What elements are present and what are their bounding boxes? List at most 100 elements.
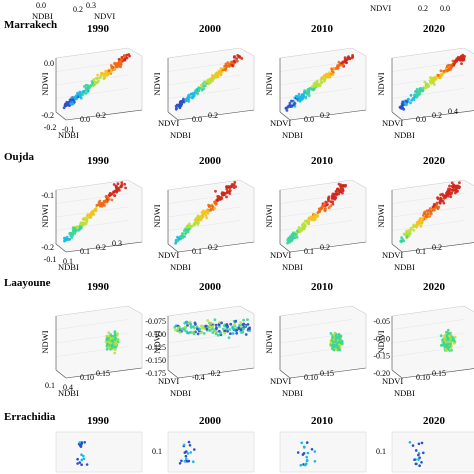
z-tick: -0.20: [373, 369, 390, 378]
data-point: [181, 327, 185, 331]
data-point: [233, 55, 236, 58]
data-point: [116, 182, 120, 186]
panel-laayoune-1990: 1990 NDWI NDBI NDVI 0.1 0.4 0.10 0.15: [40, 281, 179, 398]
top-tick-1: 0.0: [36, 1, 46, 10]
data-point: [178, 331, 182, 334]
data-point: [196, 216, 200, 220]
data-point: [319, 207, 323, 211]
data-point: [331, 202, 335, 206]
data-point: [63, 239, 66, 243]
year-label-2000: 2000: [199, 415, 222, 427]
data-point: [298, 230, 302, 234]
data-point: [448, 184, 451, 188]
data-point: [225, 185, 229, 189]
data-point: [288, 101, 292, 105]
data-point: [223, 331, 227, 335]
data-point: [448, 64, 452, 67]
data-point: [420, 461, 423, 464]
data-point: [429, 76, 433, 80]
data-point: [413, 95, 416, 99]
data-point: [107, 337, 110, 340]
data-point: [79, 225, 82, 229]
data-point: [224, 67, 228, 71]
data-point: [107, 193, 111, 197]
data-point: [216, 197, 220, 201]
data-point: [436, 73, 440, 77]
data-point: [204, 214, 208, 217]
data-point: [300, 441, 304, 445]
data-point: [225, 187, 229, 191]
data-point: [418, 87, 422, 91]
data-point: [293, 232, 296, 236]
data-point: [449, 195, 453, 199]
data-point: [111, 65, 115, 69]
data-point: [123, 58, 127, 62]
data-point: [226, 329, 230, 333]
data-point: [305, 455, 309, 459]
data-point: [434, 205, 438, 209]
data-point: [236, 54, 240, 57]
data-point: [229, 322, 233, 326]
data-point: [425, 85, 429, 89]
data-point: [97, 79, 100, 83]
data-point: [301, 93, 304, 97]
data-point: [246, 318, 249, 321]
data-point: [224, 192, 227, 195]
data-point: [227, 336, 231, 340]
data-point: [183, 451, 187, 454]
year-label-1990: 1990: [87, 415, 110, 427]
x-tick: 0.4: [63, 383, 73, 392]
data-point: [287, 104, 291, 108]
data-point: [308, 217, 311, 221]
x-axis-label: NDBI: [394, 130, 415, 140]
data-point: [226, 325, 230, 329]
axes-pane: [55, 305, 143, 379]
data-point: [186, 452, 190, 455]
data-point: [322, 74, 326, 77]
data-point: [203, 84, 207, 88]
data-point: [116, 340, 120, 344]
data-point: [226, 190, 230, 194]
data-point: [204, 324, 208, 328]
data-point: [412, 224, 416, 228]
data-point: [90, 80, 94, 83]
gridline: [391, 332, 465, 344]
data-point: [85, 463, 89, 466]
data-point: [196, 327, 199, 331]
data-point: [328, 73, 331, 77]
y-axis-line: [401, 110, 474, 121]
data-point: [442, 196, 446, 200]
data-point: [306, 222, 310, 225]
data-point: [113, 194, 117, 198]
x-axis-label: NDBI: [394, 262, 415, 272]
data-point: [109, 70, 113, 74]
y-tick: 0.15: [96, 369, 110, 378]
data-point: [210, 204, 214, 208]
data-point: [303, 223, 307, 227]
data-point: [210, 78, 214, 81]
data-point: [343, 184, 347, 188]
data-point: [345, 58, 348, 62]
data-point: [208, 204, 212, 208]
z-axis-label: NDWI: [264, 204, 274, 227]
x-axis-label: NDBI: [58, 262, 79, 272]
data-point: [182, 443, 186, 447]
data-point: [332, 196, 336, 200]
year-label-2020: 2020: [423, 155, 446, 167]
data-point: [214, 330, 218, 333]
x-axis-line: [167, 243, 179, 253]
data-point: [185, 330, 188, 333]
top-tick-3: 0.3: [86, 1, 96, 10]
panel-laayoune-2020: 2020 NDWI NDBI NDVI -0.05 -0.10 -0.15 -0.20 0.10…: [373, 281, 474, 398]
data-point: [112, 190, 115, 194]
data-point: [82, 85, 86, 88]
panel-marrakech-1990: 1990 NDWI NDBI NDVI 0.0 -0.2 -0.2 -0.1 0.0 0.2: [40, 23, 179, 140]
data-point: [300, 228, 304, 232]
data-point: [416, 222, 420, 226]
gridline: [167, 346, 241, 357]
x-tick: 0.1: [45, 381, 55, 390]
z-tick: 0.1: [376, 447, 386, 456]
data-point: [230, 183, 234, 186]
row-marrakech: Marrakech 1990 NDWI NDBI NDVI 0.0 -0.2 -0.2 -0.1…: [4, 19, 474, 140]
data-point: [204, 80, 208, 84]
